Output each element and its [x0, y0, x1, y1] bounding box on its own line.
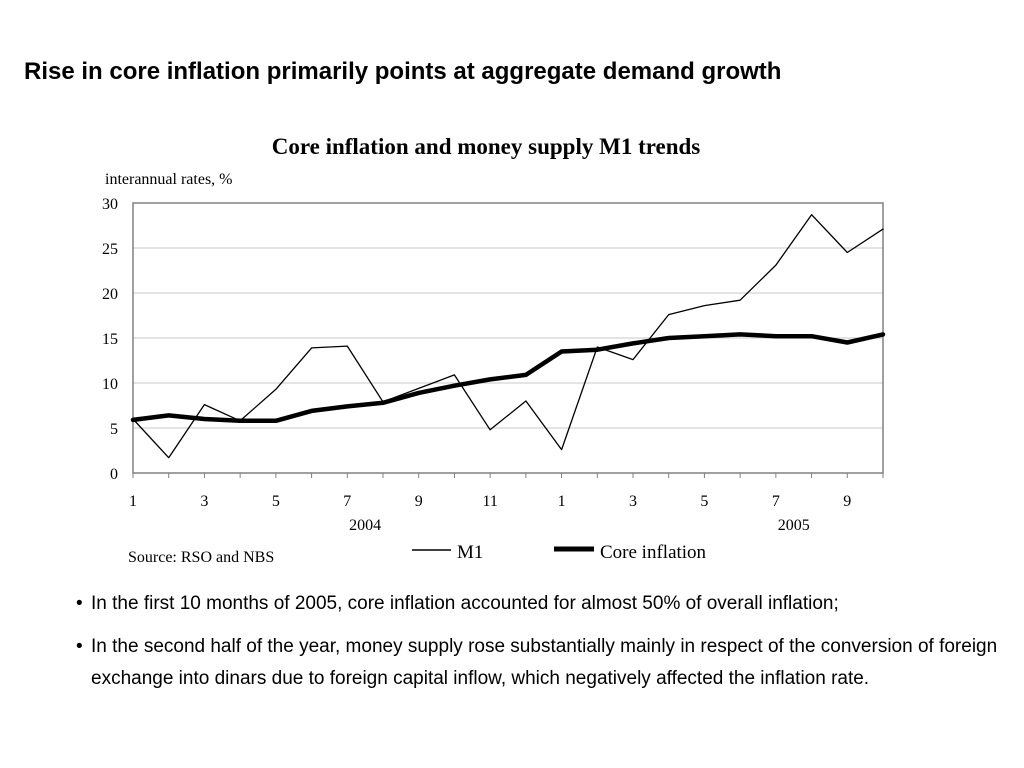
slide-title: Rise in core inflation primarily points …: [24, 58, 782, 85]
legend-label-m1: M1: [457, 542, 483, 563]
y-tick-label: 25: [102, 241, 118, 258]
legend: M1 Core inflation: [412, 542, 707, 563]
x-tick-label: 1: [129, 493, 137, 510]
y-tick-label: 5: [110, 421, 118, 438]
x-tick-label: 11: [482, 493, 497, 510]
chart-title: Core inflation and money supply M1 trend…: [272, 134, 701, 159]
x-tick-label: 9: [415, 493, 423, 510]
bullet-list: In the first 10 months of 2005, core inf…: [76, 588, 1006, 706]
legend-label-core-inflation: Core inflation: [600, 542, 707, 563]
x-tick-label: 3: [629, 493, 637, 510]
y-tick-label: 20: [102, 286, 118, 303]
y-tick-label: 10: [102, 376, 118, 393]
chart: Core inflation and money supply M1 trend…: [102, 134, 886, 566]
y-axis-label: interannual rates, %: [105, 171, 233, 188]
x-tick-label: 7: [772, 493, 780, 510]
grid: [133, 247, 883, 429]
series-line-core-inflation: [130, 332, 886, 424]
x-tick-label: 9: [843, 493, 851, 510]
year-label: 2004: [349, 517, 381, 534]
year-label: 2005: [778, 517, 810, 534]
y-tick-label: 30: [102, 196, 118, 213]
x-tick-label: 3: [200, 493, 208, 510]
series-line-m1: [132, 214, 884, 459]
x-tick-label: 1: [558, 493, 566, 510]
y-axis: 0 5 10 15 20 25 30: [102, 196, 118, 483]
chart-source: Source: RSO and NBS: [128, 549, 274, 566]
bullet-item: In the second half of the year, money su…: [76, 631, 1006, 695]
x-tick-label: 5: [272, 493, 280, 510]
bullet-item: In the first 10 months of 2005, core inf…: [76, 588, 1006, 620]
series-lines: [130, 214, 886, 459]
y-tick-label: 15: [102, 331, 118, 348]
x-tick-label: 7: [343, 493, 351, 510]
x-tick-label: 5: [700, 493, 708, 510]
y-tick-label: 0: [110, 466, 118, 483]
plot-frame: [132, 202, 884, 474]
